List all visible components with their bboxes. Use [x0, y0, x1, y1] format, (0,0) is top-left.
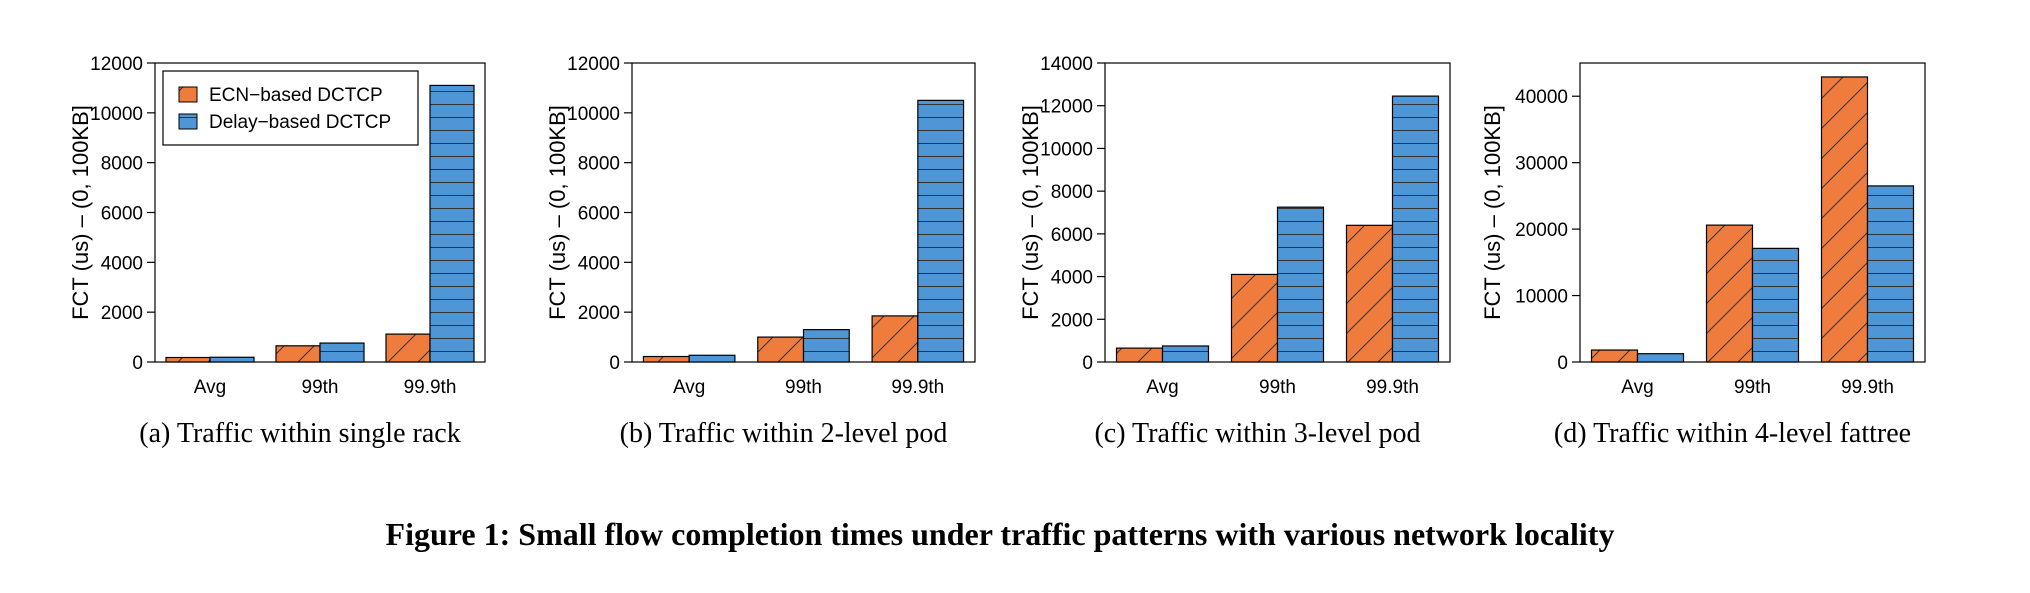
- y-tick-label: 12000: [1040, 97, 1093, 118]
- bar-delay: [917, 99, 965, 363]
- bar-delay: [429, 84, 475, 363]
- bar-delay: [1161, 345, 1210, 363]
- y-tick-label: 2000: [101, 303, 143, 324]
- y-tick-label: 8000: [1051, 182, 1093, 203]
- y-tick-label: 2000: [578, 303, 620, 324]
- bar-ecn: [165, 356, 211, 363]
- legend-entry: Delay−based DCTCP: [209, 112, 391, 133]
- bar-ecn: [1590, 349, 1639, 363]
- bar-delay: [1751, 247, 1800, 363]
- y-axis-label: FCT (us) – (0, 100KB]: [68, 105, 93, 320]
- x-tick-label: 99.9th: [404, 377, 457, 398]
- x-tick-label: 99th: [302, 377, 339, 398]
- x-tick-label: 99th: [1259, 377, 1296, 398]
- x-tick-label: 99.9th: [1366, 377, 1419, 398]
- chart-panel: 0 10000 20000 30000 40000 FCT (us) – (0, 100K…: [1480, 62, 1926, 449]
- legend: [162, 70, 419, 146]
- subfigure-caption: (b) Traffic within 2-level pod: [620, 418, 948, 449]
- y-tick-label: 8000: [101, 154, 143, 175]
- subfigure-caption: (c) Traffic within 3-level pod: [1094, 418, 1420, 449]
- x-tick-label: Avg: [1146, 377, 1178, 398]
- x-tick-label: Avg: [194, 377, 226, 398]
- bar-delay: [209, 356, 255, 363]
- y-tick-label: 12000: [90, 54, 143, 75]
- bar-ecn: [1345, 224, 1394, 363]
- bar-delay: [802, 329, 850, 363]
- bar-delay: [1636, 353, 1685, 363]
- bar-ecn: [275, 345, 321, 363]
- bar-ecn: [1820, 76, 1869, 363]
- legend-entry: ECN−based DCTCP: [209, 85, 383, 106]
- y-axis-label: FCT (us) – (0, 100KB]: [1480, 105, 1505, 320]
- x-tick-label: Avg: [1621, 377, 1653, 398]
- bar-delay: [1391, 95, 1440, 363]
- y-axis-label: FCT (us) – (0, 100KB]: [1018, 105, 1043, 320]
- y-tick-label: 30000: [1515, 154, 1568, 175]
- chart-panel: 0 2000 4000 6000 8000 10000 12000 FCT (us) – (0…: [545, 54, 976, 449]
- x-tick-label: 99.9th: [1841, 377, 1894, 398]
- y-tick-label: 6000: [578, 204, 620, 225]
- bar-ecn: [1705, 224, 1754, 363]
- y-tick-label: 12000: [567, 54, 620, 75]
- x-tick-label: 99th: [785, 377, 822, 398]
- y-tick-label: 4000: [1051, 268, 1093, 289]
- bar-ecn: [1230, 273, 1279, 363]
- subfigure-caption: (a) Traffic within single rack: [139, 418, 460, 449]
- y-tick-label: 14000: [1040, 54, 1093, 75]
- y-tick-label: 4000: [101, 253, 143, 274]
- chart-panel: 0 2000 4000 6000 8000 10000 12000 FCT (us) – (0…: [68, 54, 486, 449]
- bar-ecn: [871, 315, 919, 363]
- y-tick-label: 10000: [90, 104, 143, 125]
- bar-delay: [688, 354, 736, 363]
- y-tick-label: 0: [1082, 353, 1093, 374]
- y-tick-label: 0: [1557, 353, 1568, 374]
- y-tick-label: 6000: [101, 204, 143, 225]
- y-tick-label: 6000: [1051, 225, 1093, 246]
- y-tick-label: 4000: [578, 253, 620, 274]
- subfigure-caption: (d) Traffic within 4-level fattree: [1554, 418, 1911, 449]
- bar-delay: [1276, 206, 1325, 363]
- y-tick-label: 0: [609, 353, 620, 374]
- x-tick-label: 99th: [1734, 377, 1771, 398]
- y-tick-label: 0: [132, 353, 143, 374]
- bar-delay: [319, 342, 365, 363]
- bar-ecn: [757, 336, 805, 363]
- y-tick-label: 10000: [567, 104, 620, 125]
- legend-swatch-delay: [178, 113, 198, 130]
- y-axis-label: FCT (us) – (0, 100KB]: [545, 105, 570, 320]
- x-tick-label: 99.9th: [891, 377, 944, 398]
- y-tick-label: 20000: [1515, 220, 1568, 241]
- y-tick-label: 40000: [1515, 87, 1568, 108]
- legend-swatch-ecn: [178, 86, 198, 103]
- x-tick-label: Avg: [673, 377, 705, 398]
- y-tick-label: 10000: [1515, 287, 1568, 308]
- bar-ecn: [385, 333, 431, 363]
- bar-ecn: [1115, 347, 1164, 363]
- bar-ecn: [642, 355, 690, 363]
- bar-delay: [1866, 185, 1915, 363]
- figure-title: Figure 1: Small flow completion times un…: [386, 516, 1615, 552]
- y-tick-label: 10000: [1040, 139, 1093, 160]
- y-tick-label: 2000: [1051, 310, 1093, 331]
- chart-panel: 0 2000 4000 6000 8000 10000 12000 14000 FCT (us)…: [1018, 54, 1451, 449]
- y-tick-label: 8000: [578, 154, 620, 175]
